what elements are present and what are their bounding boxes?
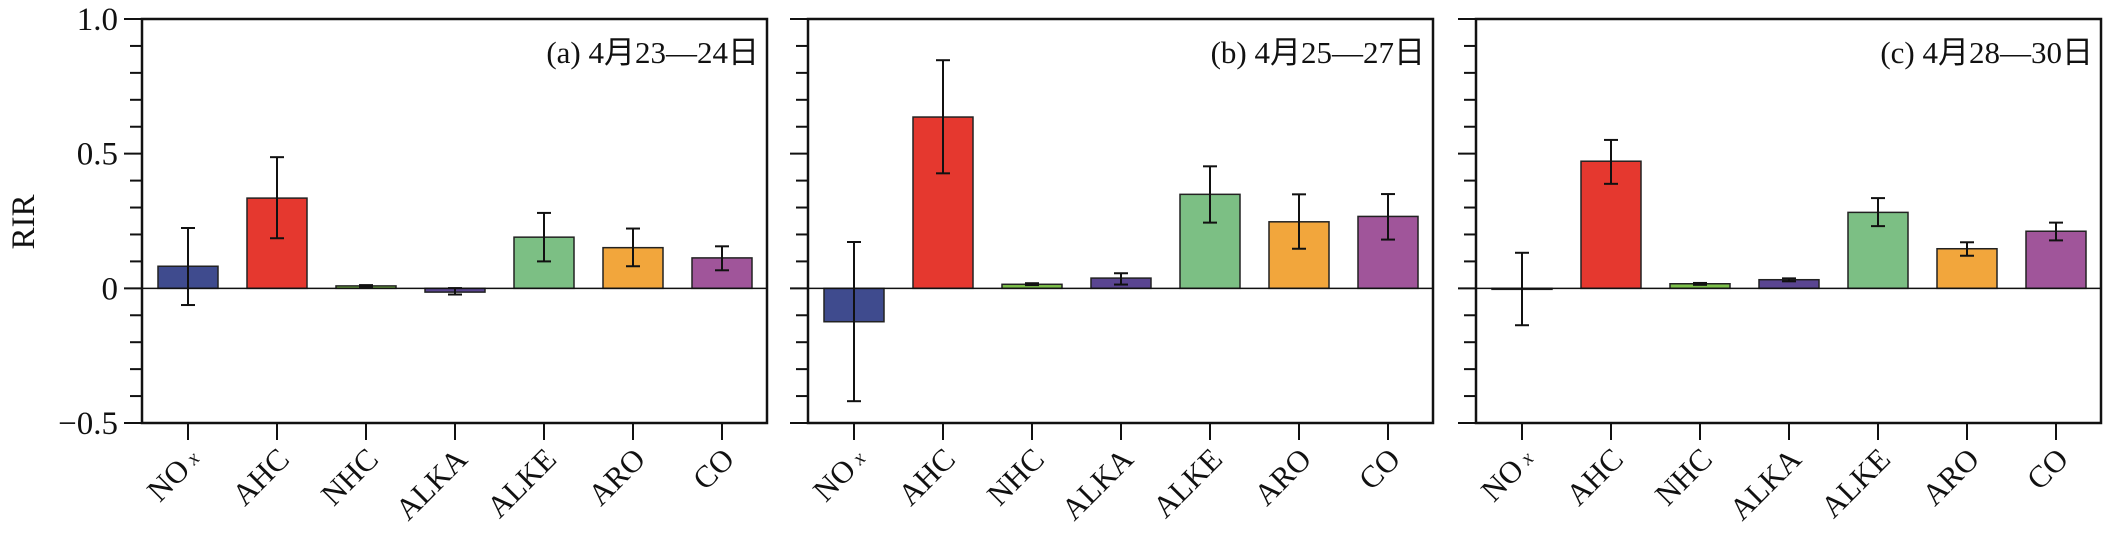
x-tick-label: ALKA (1054, 441, 1140, 527)
x-tick-label: CO (1352, 441, 1407, 496)
panel-c: NOx AHC NHC ALKA ALKE ARO CO (c) 4月28—30日 (1458, 17, 2103, 527)
y-tick-label: 0.5 (77, 137, 118, 173)
x-tick-label-main: AHC (891, 441, 962, 512)
x-tick-label-main: NHC (314, 441, 385, 512)
x-tick-label: NOx (806, 441, 873, 508)
x-tick-label-main: CO (1352, 441, 1407, 496)
x-tick-label: ALKA (1722, 441, 1808, 527)
x-tick-label-main: ALKA (388, 441, 474, 527)
x-tick-label: ALKA (388, 441, 474, 527)
x-tick-label: ARO (1915, 441, 1986, 512)
x-tick-label: AHC (1559, 441, 1630, 512)
x-tick-label: NOx (1474, 441, 1541, 508)
x-tick-label-main: CO (2020, 441, 2075, 496)
x-tick-label: ALKE (480, 441, 563, 524)
x-tick-label-main: ALKE (1814, 441, 1897, 524)
panel-frame (140, 17, 769, 425)
panel-title: (a) 4月23—24日 (546, 35, 759, 70)
x-tick-label-main: ARO (1915, 441, 1986, 512)
x-tick-label-main: AHC (225, 441, 296, 512)
x-tick-label-main: AHC (1559, 441, 1630, 512)
x-tick-label: ARO (581, 441, 652, 512)
x-tick-label: CO (2020, 441, 2075, 496)
x-tick-label: NOx (140, 441, 207, 508)
y-axis-label: RIR (6, 194, 42, 249)
x-tick-label-main: NHC (1648, 441, 1719, 512)
panel-title: (b) 4月25—27日 (1211, 35, 1425, 70)
x-tick-label: CO (686, 441, 741, 496)
x-tick-label-main: ARO (1247, 441, 1318, 512)
x-tick-label: ALKE (1146, 441, 1229, 524)
x-tick-label-main: ALKE (480, 441, 563, 524)
x-tick-label: AHC (891, 441, 962, 512)
x-tick-label: ALKE (1814, 441, 1897, 524)
y-tick-label: 0 (102, 271, 119, 307)
y-tick-label: −0.5 (58, 406, 118, 442)
x-tick-label-main: ALKE (1146, 441, 1229, 524)
panel-frame (806, 17, 1435, 425)
x-tick-label-main: ARO (581, 441, 652, 512)
x-tick-label-main: ALKA (1054, 441, 1140, 527)
panel-a: 1.0 0.5 0 −0.5 NOx AHC NHC ALKA ALKE ARO CO (a) 4月2… (58, 2, 769, 527)
x-tick-label: NHC (1648, 441, 1719, 512)
y-tick-label: 1.0 (77, 2, 118, 38)
x-tick-label-main: CO (686, 441, 741, 496)
x-tick-label: AHC (225, 441, 296, 512)
panel-b: NOx AHC NHC ALKA ALKE ARO CO (b) 4月25—27日 (790, 17, 1435, 527)
x-tick-label: NHC (314, 441, 385, 512)
panel-title: (c) 4月28—30日 (1880, 35, 2093, 70)
panel-frame (1474, 17, 2103, 425)
x-tick-label: ARO (1247, 441, 1318, 512)
x-tick-label-main: NHC (980, 441, 1051, 512)
x-tick-label: NHC (980, 441, 1051, 512)
x-tick-label-main: ALKA (1722, 441, 1808, 527)
